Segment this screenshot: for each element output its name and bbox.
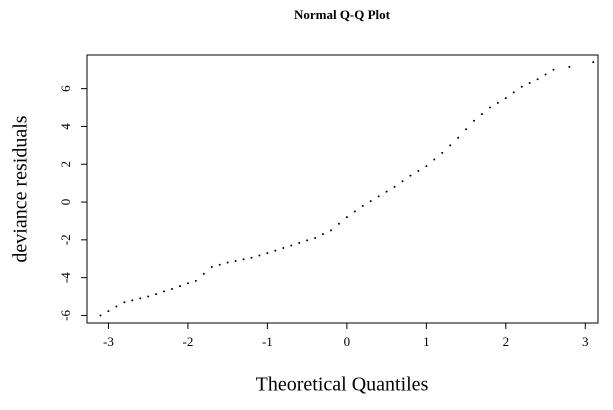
point bbox=[552, 68, 555, 71]
point bbox=[107, 310, 110, 313]
y-tick-label: -2 bbox=[58, 234, 73, 245]
point bbox=[480, 113, 483, 116]
point bbox=[385, 190, 388, 193]
plot-frame bbox=[86, 54, 599, 324]
x-tick-label: -3 bbox=[103, 334, 114, 349]
point bbox=[131, 299, 134, 302]
point bbox=[345, 216, 348, 219]
point bbox=[512, 91, 515, 94]
point bbox=[163, 290, 166, 293]
y-tick-label: 2 bbox=[58, 161, 73, 168]
point bbox=[155, 293, 158, 296]
point bbox=[353, 210, 356, 213]
point bbox=[171, 287, 174, 290]
point bbox=[306, 239, 309, 242]
point bbox=[528, 81, 531, 84]
point bbox=[361, 204, 364, 207]
x-tick-label: 2 bbox=[503, 334, 510, 349]
y-tick-label: -4 bbox=[58, 272, 73, 283]
point bbox=[592, 61, 595, 64]
x-tick-label: 1 bbox=[423, 334, 430, 349]
x-tick-label: 0 bbox=[344, 334, 351, 349]
point bbox=[520, 85, 523, 88]
y-tick-label: 0 bbox=[58, 199, 73, 206]
point bbox=[266, 252, 269, 255]
point bbox=[544, 73, 547, 76]
point bbox=[99, 314, 102, 317]
x-tick-label: 3 bbox=[582, 334, 589, 349]
point bbox=[322, 233, 325, 236]
point bbox=[202, 272, 205, 275]
point bbox=[457, 136, 460, 139]
point bbox=[449, 144, 452, 147]
point bbox=[473, 119, 476, 122]
point bbox=[250, 256, 253, 259]
y-tick-label: 6 bbox=[58, 85, 73, 92]
point bbox=[329, 229, 332, 232]
point bbox=[178, 285, 181, 288]
point bbox=[465, 128, 468, 131]
point bbox=[139, 297, 142, 300]
point bbox=[337, 222, 340, 225]
x-axis-label: Theoretical Quantiles bbox=[256, 374, 429, 396]
point bbox=[274, 249, 277, 252]
point bbox=[409, 174, 412, 177]
point bbox=[488, 106, 491, 109]
point bbox=[242, 258, 245, 261]
point bbox=[536, 78, 539, 81]
point bbox=[496, 101, 499, 104]
point bbox=[369, 200, 372, 203]
y-axis-label: deviance residuals bbox=[10, 115, 32, 262]
point bbox=[401, 180, 404, 183]
point bbox=[433, 158, 436, 161]
point bbox=[234, 260, 237, 263]
point bbox=[504, 97, 507, 100]
point bbox=[290, 244, 293, 247]
point bbox=[441, 151, 444, 154]
point bbox=[377, 195, 380, 198]
chart-title: Normal Q-Q Plot bbox=[294, 7, 391, 22]
x-tick-label: -1 bbox=[262, 334, 273, 349]
point bbox=[282, 246, 285, 249]
y-tick-label: -6 bbox=[58, 310, 73, 321]
point bbox=[115, 305, 118, 308]
point bbox=[186, 282, 189, 285]
point bbox=[314, 236, 317, 239]
point bbox=[425, 165, 428, 168]
x-tick-label: -2 bbox=[183, 334, 194, 349]
point bbox=[210, 266, 213, 269]
point bbox=[123, 301, 126, 304]
point bbox=[147, 295, 150, 298]
point bbox=[226, 261, 229, 264]
y-tick-label: 4 bbox=[58, 123, 73, 130]
point bbox=[258, 254, 261, 257]
point bbox=[298, 242, 301, 245]
point bbox=[393, 185, 396, 188]
point bbox=[218, 263, 221, 266]
point bbox=[568, 65, 571, 68]
point bbox=[417, 169, 420, 172]
point bbox=[194, 279, 197, 282]
